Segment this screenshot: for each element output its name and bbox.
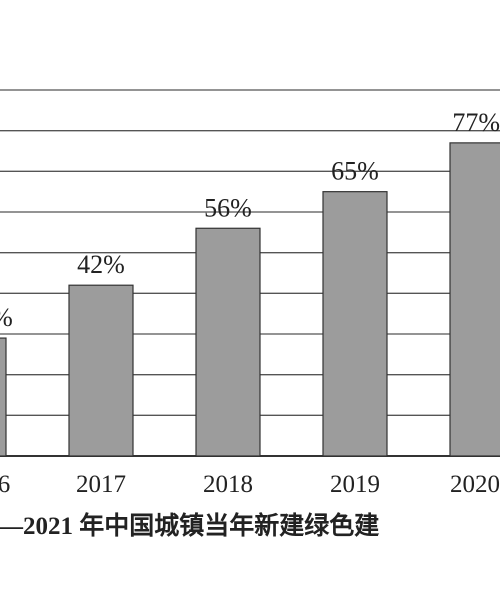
x-tick-2017: 2017	[76, 471, 126, 498]
bar-2017	[68, 284, 134, 457]
value-label-2020: 77%	[452, 108, 500, 137]
bar-2016	[0, 337, 7, 457]
x-tick-2020: 2020	[450, 471, 500, 498]
bars	[0, 142, 500, 457]
x-tick-2016: 6	[0, 471, 10, 498]
chart-caption: —2021 年中国城镇当年新建绿色建	[0, 513, 380, 540]
x-tick-2018: 2018	[203, 471, 253, 498]
bar-2019	[322, 191, 388, 457]
value-labels: % 42% 56% 65% 77%	[0, 108, 500, 332]
value-label-2016: %	[0, 303, 13, 332]
value-label-2017: 42%	[77, 250, 125, 279]
x-tick-2019: 2019	[330, 471, 380, 498]
bar-2018	[195, 227, 261, 457]
x-tick-labels: 6 2017 2018 2019 2020	[0, 471, 500, 498]
bar-2020	[449, 142, 500, 457]
value-label-2019: 65%	[331, 157, 379, 186]
value-label-2018: 56%	[204, 193, 252, 222]
